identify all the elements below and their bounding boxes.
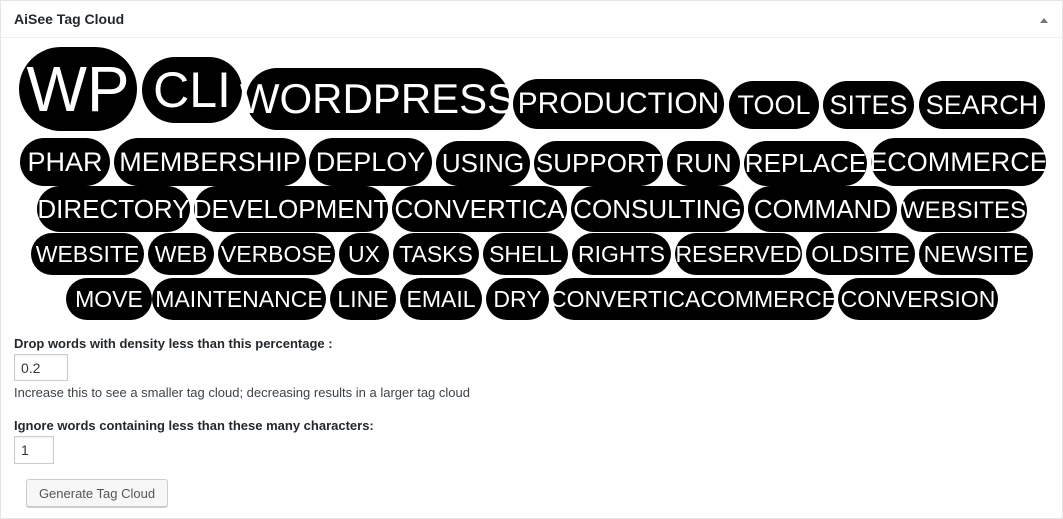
tag-cli[interactable]: CLI: [142, 57, 242, 123]
tag-phar[interactable]: PHAR: [20, 138, 110, 186]
density-label: Drop words with density less than this p…: [14, 336, 333, 351]
tag-consulting[interactable]: CONSULTING: [571, 186, 744, 232]
tag-ux[interactable]: UX: [339, 233, 389, 275]
tag-cloud: WP CLI WORDPRESS PRODUCTION TOOL SITES SEARCH P…: [1, 1, 1063, 331]
tag-dry[interactable]: DRY: [486, 278, 549, 320]
tag-command[interactable]: COMMAND: [748, 186, 897, 232]
tag-rights[interactable]: RIGHTS: [572, 233, 671, 275]
tag-wordpress[interactable]: WORDPRESS: [240, 68, 515, 130]
tag-converticacommerce[interactable]: CONVERTICACOMMERCE: [550, 278, 837, 320]
tag-tool[interactable]: TOOL: [729, 81, 819, 129]
tag-membership[interactable]: MEMBERSHIP: [114, 138, 306, 186]
density-help-text: Increase this to see a smaller tag cloud…: [14, 385, 470, 400]
tag-line[interactable]: LINE: [330, 278, 396, 320]
tag-replace[interactable]: REPLACE: [744, 141, 867, 186]
tag-reserved[interactable]: RESERVED: [675, 233, 802, 275]
tag-shell[interactable]: SHELL: [483, 233, 568, 275]
panel-title: AiSee Tag Cloud: [14, 11, 125, 27]
triangle-up-icon[interactable]: [1038, 14, 1050, 26]
tag-verbose[interactable]: VERBOSE: [218, 233, 335, 275]
tag-deploy[interactable]: DEPLOY: [309, 138, 432, 186]
tag-tasks[interactable]: TASKS: [393, 233, 479, 275]
density-input[interactable]: [14, 354, 68, 381]
tag-sites[interactable]: SITES: [823, 81, 914, 129]
tag-maintenance[interactable]: MAINTENANCE: [152, 278, 326, 320]
tag-production[interactable]: PRODUCTION: [513, 79, 724, 129]
tag-newsite[interactable]: NEWSITE: [919, 233, 1033, 275]
generate-tag-cloud-button[interactable]: Generate Tag Cloud: [26, 479, 168, 507]
min-chars-label: Ignore words containing less than these …: [14, 418, 374, 433]
tag-ecommerce[interactable]: ECOMMERCE: [869, 138, 1048, 186]
tag-support[interactable]: SUPPORT: [534, 141, 663, 186]
tag-run[interactable]: RUN: [667, 141, 740, 186]
tag-convertica[interactable]: CONVERTICA: [392, 186, 567, 232]
tag-conversion[interactable]: CONVERSION: [838, 278, 998, 320]
tag-website[interactable]: WEBSITE: [31, 233, 144, 275]
tag-move[interactable]: MOVE: [66, 278, 152, 320]
tag-using[interactable]: USING: [436, 141, 530, 186]
tag-email[interactable]: EMAIL: [400, 278, 482, 320]
panel-header: AiSee Tag Cloud: [1, 1, 1062, 38]
tag-directory[interactable]: DIRECTORY: [37, 186, 190, 232]
tag-web[interactable]: WEB: [148, 233, 214, 275]
tag-development[interactable]: DEVELOPMENT: [193, 186, 389, 232]
tag-search[interactable]: SEARCH: [919, 81, 1045, 129]
tag-websites[interactable]: WEBSITES: [901, 189, 1027, 232]
min-chars-input[interactable]: [14, 436, 54, 464]
tag-oldsite[interactable]: OLDSITE: [806, 233, 915, 275]
tag-wp[interactable]: WP: [19, 47, 137, 131]
